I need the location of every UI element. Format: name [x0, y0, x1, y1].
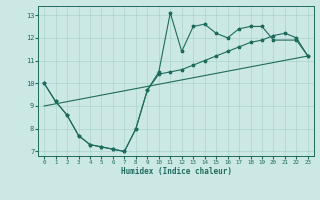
- X-axis label: Humidex (Indice chaleur): Humidex (Indice chaleur): [121, 167, 231, 176]
